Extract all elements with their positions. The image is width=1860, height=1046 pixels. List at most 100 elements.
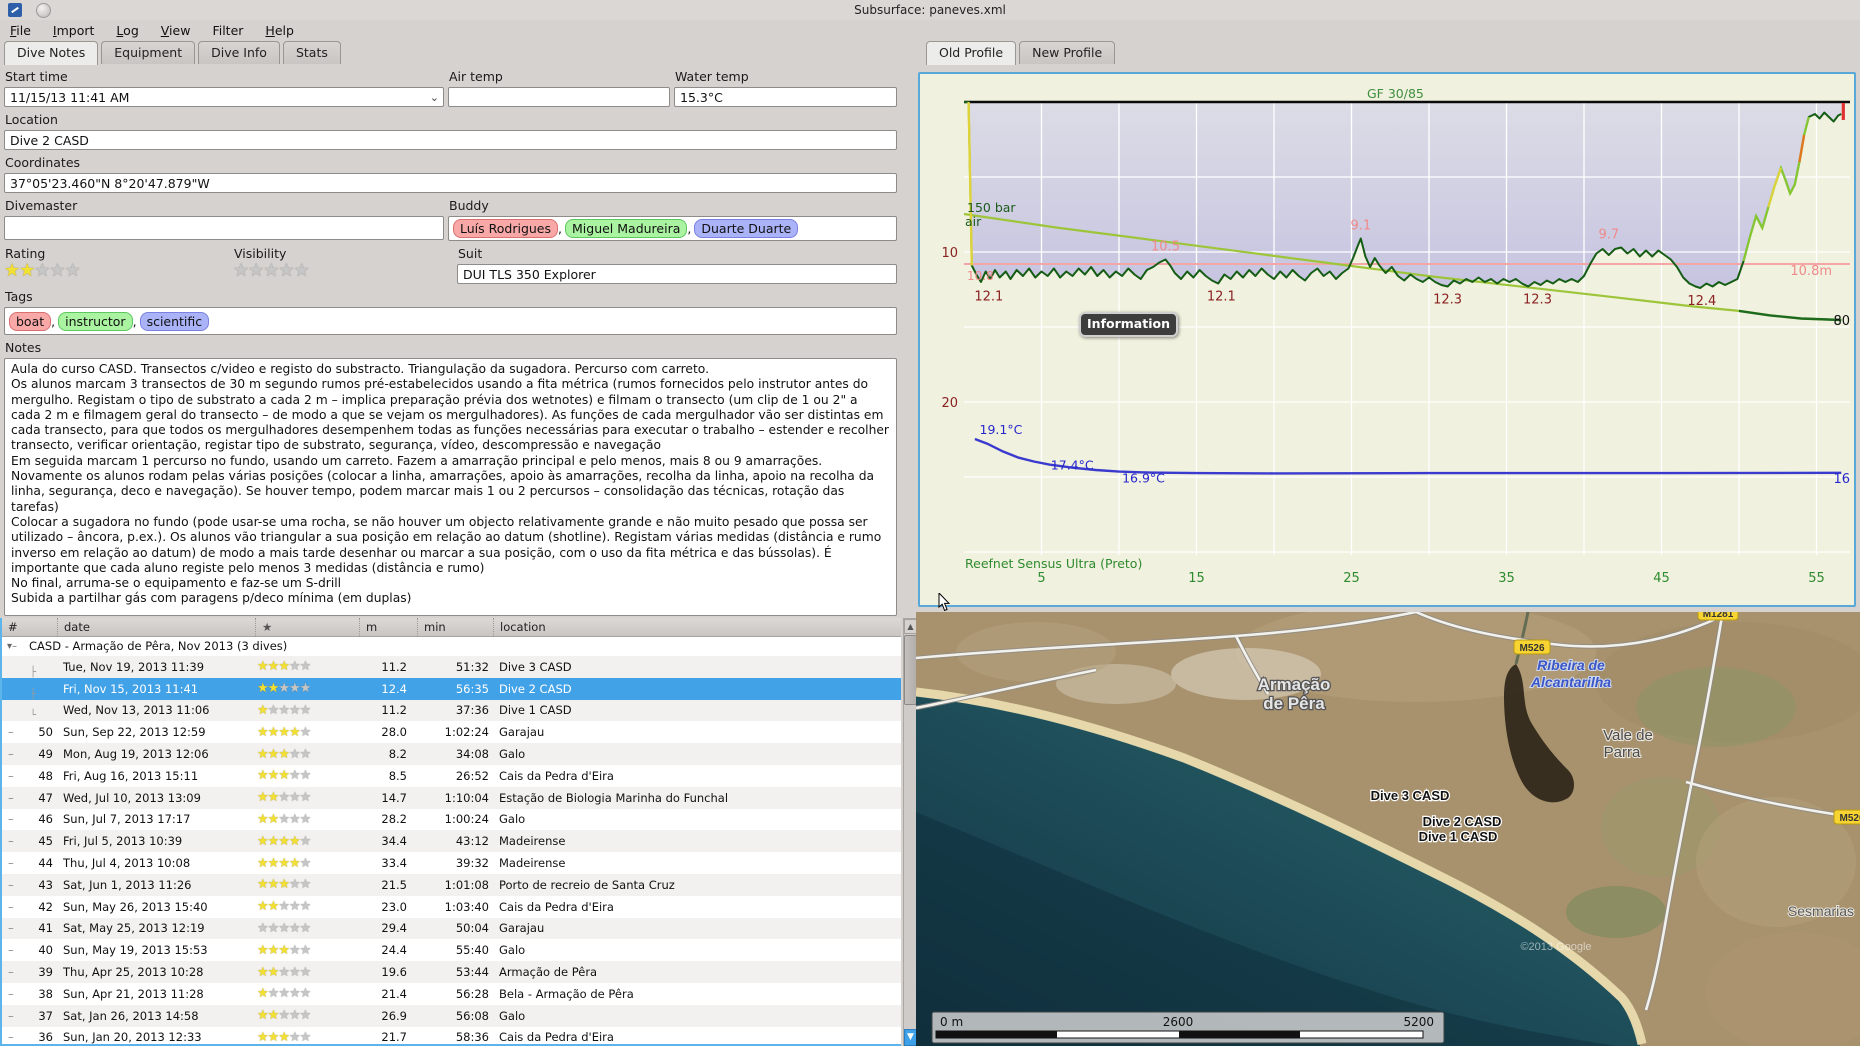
dive-depth: 34.4 bbox=[381, 834, 407, 849]
dive-number: 42 bbox=[38, 899, 53, 914]
dive-list-row[interactable]: –49 Mon, Aug 19, 2013 12:06 ★★★★★ 8.2 34… bbox=[2, 743, 901, 765]
star-icon: ★ bbox=[257, 768, 269, 784]
suit-input[interactable]: DUI TLS 350 Explorer bbox=[457, 264, 897, 284]
map-label-town: de Pêra bbox=[1263, 694, 1325, 713]
coordinates-input[interactable]: 37°05'23.460"N 8°20'47.879"W bbox=[4, 173, 897, 193]
collapse-arrow-icon[interactable]: ▾– bbox=[7, 641, 18, 652]
star-icon: ★ bbox=[299, 833, 312, 849]
dive-depth: 33.4 bbox=[381, 856, 407, 871]
star-icon: ★ bbox=[293, 260, 310, 281]
dive-form: Start time 11/15/13 11:41 AM ⌄ Air temp … bbox=[4, 64, 897, 616]
tab-equipment[interactable]: Equipment bbox=[101, 41, 196, 64]
menu-log[interactable]: Log bbox=[116, 23, 139, 38]
notes-textarea[interactable]: Aula do curso CASD. Transectos c/video e… bbox=[4, 358, 897, 616]
dive-site-marker[interactable]: Dive 1 CASD bbox=[1417, 828, 1498, 845]
dive-site-map[interactable]: M526 M1281 M526 Armação de Pêra Ribeira … bbox=[916, 612, 1860, 1046]
dive-list-row[interactable]: –41 Sat, May 25, 2013 12:19 ★★★★★ 29.4 5… bbox=[2, 917, 901, 940]
dive-site-marker[interactable]: Dive 2 CASD bbox=[1421, 813, 1502, 830]
dive-location: Cais da Pedra d'Eira bbox=[499, 899, 614, 914]
trip-header-row[interactable]: ▾– CASD - Armação de Pêra, Nov 2013 (3 d… bbox=[2, 637, 901, 656]
gas-label: air bbox=[965, 214, 982, 229]
map-road bbox=[916, 612, 1417, 660]
star-icon: ★ bbox=[288, 986, 301, 1002]
start-time-input[interactable]: 11/15/13 11:41 AM ⌄ bbox=[4, 87, 444, 107]
star-icon: ★ bbox=[299, 855, 312, 871]
dive-date: Sun, Apr 21, 2013 11:28 bbox=[63, 986, 204, 1001]
dive-date: Fri, Jul 5, 2013 10:39 bbox=[63, 834, 183, 849]
dive-list-row[interactable]: –47 Wed, Jul 10, 2013 13:09 ★★★★★ 14.7 1… bbox=[2, 786, 901, 809]
dive-list-row[interactable]: –50 Sun, Sep 22, 2013 12:59 ★★★★★ 28.0 1… bbox=[2, 721, 901, 743]
col-depth[interactable]: m bbox=[359, 618, 417, 636]
map-label-sesmarias: Sesmarias bbox=[1788, 903, 1854, 919]
location-input[interactable]: Dive 2 CASD bbox=[4, 130, 897, 150]
menu-file[interactable]: File bbox=[10, 23, 31, 38]
tab-dive-info[interactable]: Dive Info bbox=[198, 41, 280, 64]
star-icon: ★ bbox=[278, 681, 290, 697]
dive-list-header[interactable]: # date ★ m min location bbox=[2, 618, 901, 637]
star-icon: ★ bbox=[288, 724, 301, 740]
visibility-stars[interactable]: ★★★★★ bbox=[233, 262, 453, 280]
dive-list-row[interactable]: ├ Fri, Nov 15, 2013 11:41 ★★★★★ 12.4 56:… bbox=[2, 677, 901, 700]
dive-list-row[interactable]: –38 Sun, Apr 21, 2013 11:28 ★★★★★ 21.4 5… bbox=[2, 983, 901, 1005]
map-sea bbox=[916, 696, 1640, 1046]
dive-profile-chart[interactable]: GF 30/85 150 bar air 80 16 10.8 10.8m 10 20 5 15 25… bbox=[918, 72, 1856, 607]
chevron-down-icon[interactable]: ⌄ bbox=[429, 91, 439, 104]
dive-list-row[interactable]: –39 Thu, Apr 25, 2013 10:28 ★★★★★ 19.6 5… bbox=[2, 961, 901, 983]
col-duration[interactable]: min bbox=[417, 618, 493, 636]
star-icon: ★ bbox=[233, 260, 249, 281]
dive-list-row[interactable]: –40 Sun, May 19, 2013 15:53 ★★★★★ 24.4 5… bbox=[2, 939, 901, 961]
menu-view[interactable]: View bbox=[160, 23, 191, 38]
titlebar[interactable]: Subsurface: paneves.xml bbox=[0, 0, 1860, 20]
dive-rating-stars: ★★★★★ bbox=[255, 965, 359, 980]
star-icon: ★ bbox=[257, 811, 269, 827]
menu-filter[interactable]: Filter bbox=[212, 23, 244, 38]
dive-list[interactable]: # date ★ m min location ▾– CASD - Armaçã… bbox=[0, 618, 901, 1046]
dive-list-row[interactable]: –44 Thu, Jul 4, 2013 10:08 ★★★★★ 33.4 39… bbox=[2, 852, 901, 874]
titlebar-button[interactable] bbox=[36, 2, 51, 18]
divemaster-input[interactable] bbox=[4, 216, 444, 240]
dive-list-row[interactable]: –36 Sun, Jan 20, 2013 12:33 ★★★★★ 21.7 5… bbox=[2, 1027, 901, 1045]
water-temp-input[interactable]: 15.3°C bbox=[674, 87, 897, 107]
star-icon: ★ bbox=[278, 1029, 290, 1045]
tab-old-profile[interactable]: Old Profile bbox=[926, 41, 1017, 65]
menu-import[interactable]: Import bbox=[52, 23, 95, 38]
dive-list-row[interactable]: └ Wed, Nov 13, 2013 11:06 ★★★★★ 11.2 37:… bbox=[2, 699, 901, 721]
dive-date: Thu, Apr 25, 2013 10:28 bbox=[63, 965, 204, 980]
tab-stats[interactable]: Stats bbox=[282, 41, 341, 64]
dive-list-row[interactable]: ├ Tue, Nov 19, 2013 11:39 ★★★★★ 11.2 51:… bbox=[2, 656, 901, 678]
dive-list-row[interactable]: –42 Sun, May 26, 2013 15:40 ★★★★★ 23.0 1… bbox=[2, 896, 901, 918]
sensor-label: Reefnet Sensus Ultra (Preto) bbox=[965, 556, 1142, 571]
information-tooltip-button[interactable]: Information bbox=[1079, 312, 1178, 337]
dive-depth: 12.4 bbox=[381, 681, 407, 696]
dive-list-scrollbar[interactable]: ▲ ▼ bbox=[903, 618, 918, 1046]
buddy-input[interactable]: Luís Rodrigues, Miguel Madureira, Duarte D… bbox=[448, 216, 897, 241]
dive-duration: 53:44 bbox=[455, 965, 489, 980]
tree-dash: – bbox=[8, 986, 14, 1001]
dive-list-row[interactable]: –37 Sat, Jan 26, 2013 14:58 ★★★★★ 26.9 5… bbox=[2, 1004, 901, 1027]
star-icon: ★ bbox=[267, 811, 280, 827]
tab-new-profile[interactable]: New Profile bbox=[1019, 41, 1116, 64]
dive-site-marker[interactable]: Dive 3 CASD bbox=[1369, 787, 1450, 804]
tags-input[interactable]: boat, instructor, scientific bbox=[4, 307, 897, 335]
tab-dive-notes[interactable]: Dive Notes bbox=[4, 41, 99, 65]
star-icon: ★ bbox=[257, 1029, 269, 1045]
col-number[interactable]: # bbox=[8, 620, 18, 634]
dive-rating-stars: ★★★★★ bbox=[255, 899, 359, 914]
dive-depth: 24.4 bbox=[381, 943, 407, 958]
mean-depth-label: 10.8 bbox=[967, 269, 994, 283]
star-icon: ★ bbox=[299, 659, 312, 675]
rating-stars[interactable]: ★★★★★ bbox=[4, 262, 229, 280]
col-rating[interactable]: ★ bbox=[255, 618, 359, 636]
col-location[interactable]: location bbox=[493, 618, 901, 636]
air-temp-input[interactable] bbox=[448, 87, 670, 107]
star-icon: ★ bbox=[267, 942, 280, 958]
dive-list-row[interactable]: –45 Fri, Jul 5, 2013 10:39 ★★★★★ 34.4 43… bbox=[2, 830, 901, 853]
dive-list-row[interactable]: –46 Sun, Jul 7, 2013 17:17 ★★★★★ 28.2 1:… bbox=[2, 809, 901, 831]
menu-help[interactable]: Help bbox=[265, 23, 294, 38]
scroll-up-icon[interactable]: ▲ bbox=[904, 619, 917, 634]
col-date[interactable]: date bbox=[57, 618, 255, 636]
dive-list-row[interactable]: –48 Fri, Aug 16, 2013 15:11 ★★★★★ 8.5 26… bbox=[2, 765, 901, 787]
dive-list-row[interactable]: –43 Sat, Jun 1, 2013 11:26 ★★★★★ 21.5 1:… bbox=[2, 873, 901, 896]
pressure-start-label: 150 bar bbox=[967, 200, 1016, 215]
temperature-line bbox=[974, 437, 1842, 475]
